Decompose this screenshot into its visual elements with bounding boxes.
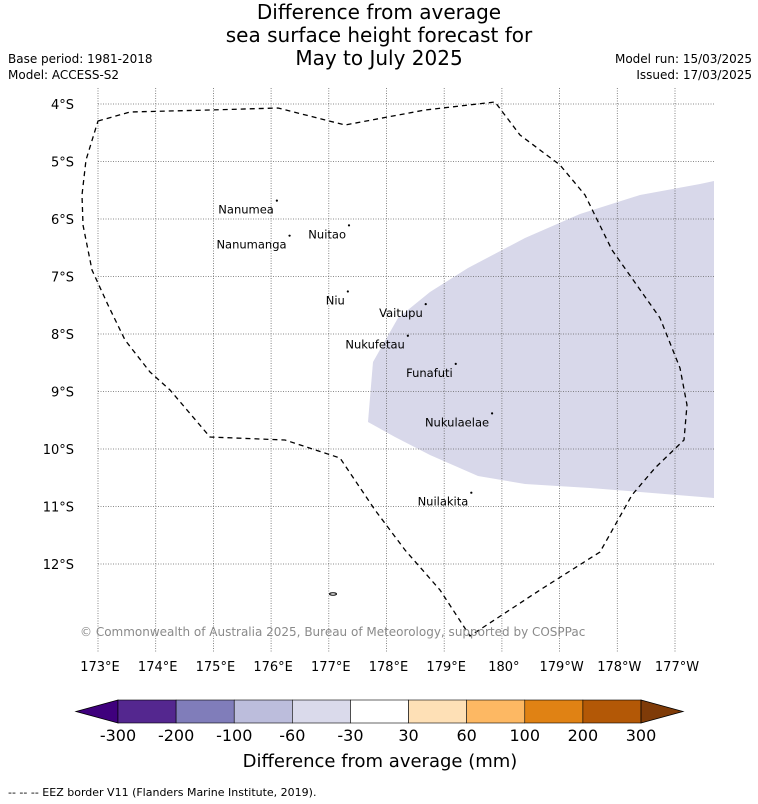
eez-footnote: -- -- -- EEZ border V11 (Flanders Marine…	[8, 786, 317, 799]
colorbar-title: Difference from average (mm)	[243, 751, 518, 772]
lat-tick-label: 7°S	[51, 271, 74, 286]
lon-tick-label: 176°E	[253, 660, 293, 675]
lon-tick-label: 173°E	[80, 660, 120, 675]
colorbar-tick-label: 60	[456, 726, 476, 745]
lon-tick-label: 174°E	[138, 660, 178, 675]
colorbar: -300 -200 -100 -60 -30 30 60 100 200 300	[74, 699, 685, 745]
lat-tick-label: 5°S	[51, 156, 74, 171]
lat-tick-label: 12°S	[43, 558, 74, 573]
colorbar-segment	[524, 699, 584, 724]
anomaly-region	[368, 181, 714, 498]
colorbar-segment	[175, 699, 235, 724]
title-line-2: sea surface height forecast for	[225, 23, 533, 47]
island-marker	[275, 199, 278, 202]
model-text: Model: ACCESS-S2	[8, 68, 120, 82]
lat-tick-label: 9°S	[51, 386, 74, 401]
eez-border-line	[81, 101, 688, 637]
lon-tick-label: 178°E	[369, 660, 409, 675]
island-marker	[424, 303, 427, 306]
colorbar-segment	[582, 699, 642, 724]
lon-tick-label: 180°	[488, 660, 519, 675]
island-label: Niu	[326, 293, 345, 307]
colorbar-segment	[466, 699, 526, 724]
lon-tick-label: 179°E	[426, 660, 466, 675]
colorbar-tick-label: -30	[337, 726, 363, 745]
colorbar-segment	[117, 699, 177, 724]
island-marker	[288, 234, 291, 237]
islands-layer: Nanumea Nuitao Nanumanga Niu Vaitupu Nukufeta…	[216, 199, 494, 596]
colorbar-extend-low	[74, 699, 119, 724]
colorbar-tick-label: -100	[216, 726, 252, 745]
island-marker	[490, 412, 494, 415]
islet-shape	[329, 592, 337, 596]
colorbar-tick-label: -200	[158, 726, 194, 745]
island-marker	[346, 290, 349, 293]
island-label: Nukufetau	[345, 338, 404, 352]
island-marker	[406, 334, 409, 337]
lat-tick-label: 10°S	[43, 443, 74, 458]
issued-text: Issued: 17/03/2025	[636, 68, 752, 82]
island-marker	[470, 491, 473, 494]
colorbar-tick-label: 300	[626, 726, 657, 745]
lat-tick-label: 4°S	[51, 98, 74, 113]
colorbar-tick-label: 100	[510, 726, 541, 745]
title-line-1: Difference from average	[256, 0, 502, 24]
colorbar-tick-label: 200	[568, 726, 599, 745]
graticule	[97, 88, 714, 652]
colorbar-tick-label: -300	[100, 726, 136, 745]
copyright-text: © Commonwealth of Australia 2025, Bureau…	[80, 625, 585, 639]
lon-tick-label: 177°E	[311, 660, 351, 675]
colorbar-segment	[350, 699, 409, 724]
colorbar-segment	[292, 699, 351, 724]
lon-tick-label: 179°W	[540, 660, 584, 675]
latitude-labels: 4°S 5°S 6°S 7°S 8°S 9°S 10°S 11°S 12°S	[43, 98, 74, 573]
lat-tick-label: 6°S	[51, 213, 74, 228]
island-marker	[454, 362, 457, 365]
lat-tick-label: 11°S	[43, 501, 74, 516]
colorbar-tick-label: -60	[279, 726, 305, 745]
eez-border	[81, 101, 688, 637]
base-period-text: Base period: 1981-2018	[8, 52, 153, 66]
island-label: Nuilakita	[418, 495, 469, 509]
lon-tick-label: 177°W	[655, 660, 699, 675]
colorbar-segment	[233, 699, 293, 724]
longitude-labels: 173°E 174°E 175°E 176°E 177°E 178°E 179°E 180° 1…	[80, 660, 699, 675]
island-label: Nanumanga	[216, 238, 286, 252]
colorbar-segment	[408, 699, 467, 724]
colorbar-tick-label: 30	[398, 726, 418, 745]
lat-tick-label: 8°S	[51, 328, 74, 343]
title-line-3: May to July 2025	[295, 46, 463, 70]
anomaly-layer	[368, 181, 714, 498]
island-label: Nukulaelae	[425, 415, 489, 429]
island-label: Funafuti	[406, 366, 453, 380]
island-label: Nanumea	[218, 203, 274, 217]
lon-tick-label: 178°W	[597, 660, 641, 675]
island-label: Nuitao	[308, 227, 346, 241]
island-marker	[347, 224, 351, 227]
colorbar-extend-high	[640, 699, 685, 724]
island-label: Vaitupu	[379, 306, 423, 320]
model-run-text: Model run: 15/03/2025	[614, 52, 752, 66]
lon-tick-label: 175°E	[196, 660, 236, 675]
